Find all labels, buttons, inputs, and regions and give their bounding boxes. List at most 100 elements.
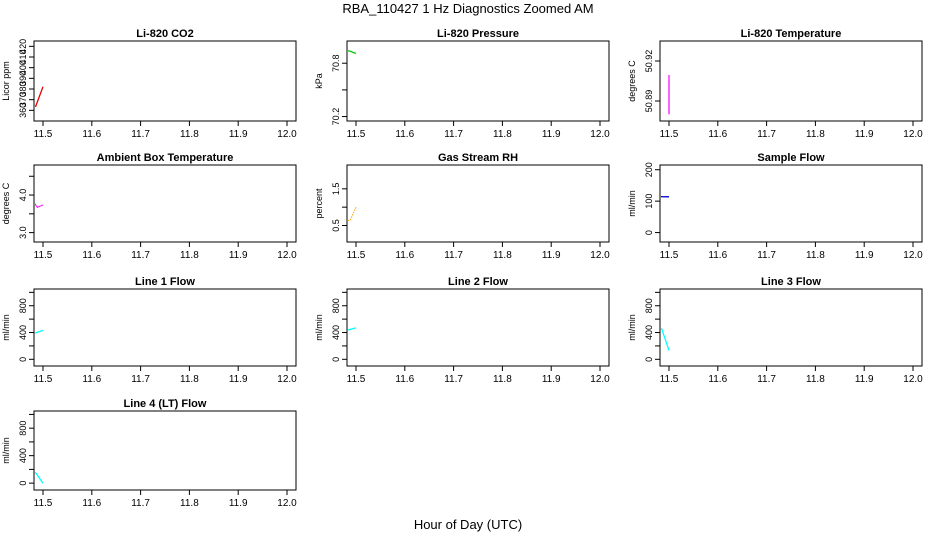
x-tick-label: 11.6 (395, 250, 414, 261)
y-tick-label: 410 (18, 49, 28, 64)
x-tick-label: 12.0 (277, 129, 297, 140)
y-tick-label: 50.92 (644, 50, 654, 73)
y-tick-label: 1.5 (331, 183, 341, 196)
x-tick-label: 11.9 (855, 374, 874, 385)
y-tick-label: 400 (18, 325, 28, 340)
y-axis-label: ml/min (627, 314, 637, 341)
y-tick-label: 380 (18, 81, 28, 96)
panel-4: Ambient Box Temperature 11.5 11.6 11.7 11.8 1… (1, 152, 297, 261)
x-tick-label: 11.5 (347, 374, 366, 385)
y-tick-label: 800 (644, 298, 654, 313)
y-tick-label: 400 (18, 60, 28, 75)
y-tick-label: 400 (331, 325, 341, 340)
y-tick-label: 420 (18, 39, 28, 54)
y-axis-label: ml/min (1, 437, 11, 464)
series-line (348, 206, 357, 221)
x-tick-label: 11.5 (34, 250, 53, 261)
y-tick-label: 50.89 (644, 90, 654, 113)
panel-7: Line 1 Flow 11.5 11.6 11.7 11.8 11.9 12.0 0 400 8… (1, 276, 297, 385)
x-tick-label: 11.8 (180, 498, 199, 509)
x-tick-label: 11.8 (806, 374, 825, 385)
x-tick-label: 11.7 (131, 129, 150, 140)
series-line (348, 50, 357, 55)
x-tick-label: 11.9 (229, 250, 248, 261)
panel-title: Li-820 Pressure (437, 28, 519, 40)
y-tick-label: 800 (331, 298, 341, 313)
panel-5: Gas Stream RH 11.5 11.6 11.7 11.8 11.9 12.0 0.5… (314, 152, 610, 261)
y-tick-label: 0 (331, 357, 341, 362)
x-tick-label: 11.6 (708, 374, 727, 385)
x-tick-label: 11.6 (82, 498, 101, 509)
y-axis-label: degrees C (1, 182, 11, 224)
panel-title: Line 2 Flow (448, 276, 508, 288)
y-tick-label: 400 (644, 325, 654, 340)
y-axis-label: kPa (314, 73, 324, 89)
panel-title: Gas Stream RH (438, 152, 518, 164)
x-tick-label: 12.0 (277, 498, 297, 509)
x-tick-label: 12.0 (277, 250, 297, 261)
figure-title: RBA_110427 1 Hz Diagnostics Zoomed AM (342, 1, 594, 16)
panel-title: Sample Flow (757, 152, 825, 164)
panel-3: Li-820 Temperature 11.5 11.6 11.7 11.8 11.9 12… (627, 28, 923, 140)
y-tick-label: 0 (644, 230, 654, 235)
x-tick-label: 11.6 (82, 374, 101, 385)
y-axis-label: ml/min (1, 314, 11, 341)
x-tick-label: 12.0 (590, 374, 610, 385)
x-tick-label: 11.5 (660, 374, 679, 385)
y-tick-label: 0 (18, 481, 28, 486)
y-tick-label: 390 (18, 71, 28, 86)
x-tick-label: 11.5 (660, 250, 679, 261)
x-tick-label: 11.5 (34, 129, 53, 140)
x-tick-label: 11.7 (444, 250, 463, 261)
plot-frame (659, 164, 923, 243)
plot-frame (346, 40, 610, 122)
y-axis-label: percent (314, 188, 324, 219)
plot-frame (33, 40, 297, 122)
panel-title: Ambient Box Temperature (97, 152, 234, 164)
x-tick-label: 11.9 (855, 250, 874, 261)
x-tick-label: 11.7 (444, 374, 463, 385)
y-tick-label: 3.0 (18, 226, 28, 239)
plot-frame (33, 410, 297, 491)
y-tick-label: 400 (18, 448, 28, 463)
x-tick-label: 11.5 (34, 374, 53, 385)
x-tick-label: 11.6 (708, 250, 727, 261)
x-tick-label: 11.5 (347, 250, 366, 261)
x-tick-label: 11.9 (542, 129, 561, 140)
series-line (348, 327, 357, 331)
y-tick-label: 70.2 (331, 108, 341, 126)
y-tick-label: 360 (18, 103, 28, 118)
y-tick-label: 0 (18, 357, 28, 362)
x-tick-label: 11.9 (229, 498, 248, 509)
x-tick-label: 11.7 (131, 374, 150, 385)
x-tick-label: 11.8 (806, 250, 825, 261)
x-tick-label: 11.7 (757, 250, 776, 261)
x-tick-label: 11.9 (542, 250, 561, 261)
panel-1: Li-820 CO2 11.5 11.6 11.7 11.8 11.9 12.0 360370… (1, 28, 297, 140)
x-tick-label: 11.7 (757, 374, 776, 385)
x-tick-label: 11.6 (82, 129, 101, 140)
x-tick-label: 11.5 (34, 498, 53, 509)
x-tick-label: 11.8 (493, 374, 512, 385)
y-axis-label: Licor ppm (1, 61, 11, 101)
x-tick-label: 11.6 (708, 129, 727, 140)
x-tick-label: 11.7 (757, 129, 776, 140)
y-axis-label: ml/min (314, 314, 324, 341)
panel-6: Sample Flow 11.5 11.6 11.7 11.8 11.9 12.0 0 100 2… (627, 152, 923, 261)
x-tick-label: 11.9 (229, 129, 248, 140)
plot-frame (346, 288, 610, 367)
plot-frame (659, 288, 923, 367)
x-tick-label: 11.7 (131, 498, 150, 509)
x-tick-label: 11.8 (180, 129, 199, 140)
x-tick-label: 11.5 (347, 129, 366, 140)
y-tick-label: 100 (644, 194, 654, 209)
x-tick-label: 11.6 (395, 129, 414, 140)
x-tick-label: 11.8 (180, 374, 199, 385)
x-tick-label: 11.8 (493, 250, 512, 261)
y-axis-label: ml/min (627, 190, 637, 217)
x-tick-label: 11.6 (395, 374, 414, 385)
x-tick-label: 11.9 (855, 129, 874, 140)
x-tick-label: 11.5 (660, 129, 679, 140)
x-tick-label: 12.0 (903, 129, 923, 140)
